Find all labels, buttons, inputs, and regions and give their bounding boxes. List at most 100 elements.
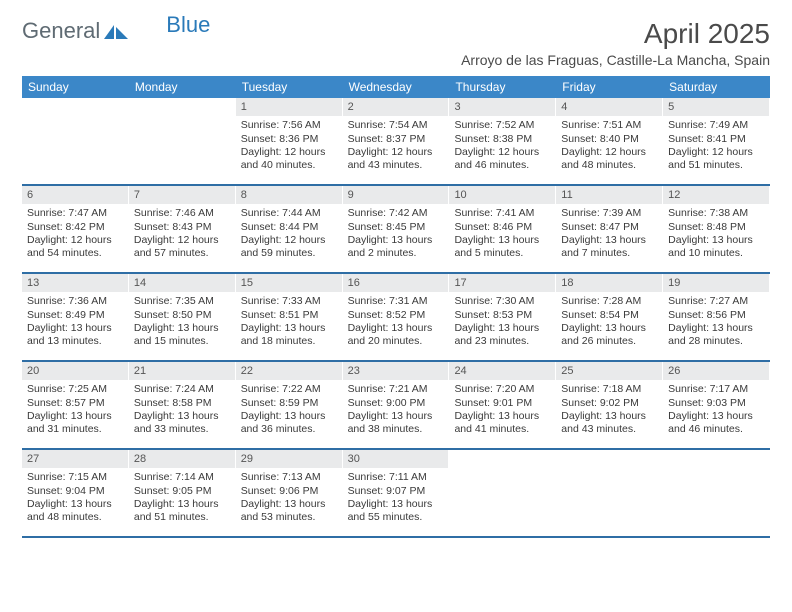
- day-details: Sunrise: 7:33 AMSunset: 8:51 PMDaylight:…: [236, 292, 342, 353]
- day-cell: 15Sunrise: 7:33 AMSunset: 8:51 PMDayligh…: [236, 274, 343, 360]
- title-block: April 2025 Arroyo de las Fraguas, Castil…: [461, 18, 770, 68]
- sunset-line: Sunset: 8:37 PM: [348, 133, 444, 146]
- day-details: Sunrise: 7:24 AMSunset: 8:58 PMDaylight:…: [129, 380, 235, 441]
- day-cell: 2Sunrise: 7:54 AMSunset: 8:37 PMDaylight…: [343, 98, 450, 184]
- sunset-line: Sunset: 9:07 PM: [348, 485, 444, 498]
- day-details: Sunrise: 7:44 AMSunset: 8:44 PMDaylight:…: [236, 204, 342, 265]
- day-cell: 28Sunrise: 7:14 AMSunset: 9:05 PMDayligh…: [129, 450, 236, 536]
- sunrise-line: Sunrise: 7:17 AM: [668, 383, 764, 396]
- sunrise-line: Sunrise: 7:11 AM: [348, 471, 444, 484]
- day-cell: 1Sunrise: 7:56 AMSunset: 8:36 PMDaylight…: [236, 98, 343, 184]
- day-cell: 17Sunrise: 7:30 AMSunset: 8:53 PMDayligh…: [449, 274, 556, 360]
- sunrise-line: Sunrise: 7:35 AM: [134, 295, 230, 308]
- day-header: Saturday: [663, 76, 770, 98]
- day-details: Sunrise: 7:11 AMSunset: 9:07 PMDaylight:…: [343, 468, 449, 529]
- sunrise-line: Sunrise: 7:31 AM: [348, 295, 444, 308]
- day-number: 6: [22, 186, 128, 204]
- daylight-line: Daylight: 12 hours and 59 minutes.: [241, 234, 337, 261]
- sunset-line: Sunset: 8:50 PM: [134, 309, 230, 322]
- day-header: Wednesday: [343, 76, 450, 98]
- day-cell: 13Sunrise: 7:36 AMSunset: 8:49 PMDayligh…: [22, 274, 129, 360]
- sunrise-line: Sunrise: 7:24 AM: [134, 383, 230, 396]
- sunrise-line: Sunrise: 7:54 AM: [348, 119, 444, 132]
- sunset-line: Sunset: 8:53 PM: [454, 309, 550, 322]
- day-number: 7: [129, 186, 235, 204]
- day-cell: 30Sunrise: 7:11 AMSunset: 9:07 PMDayligh…: [343, 450, 450, 536]
- sunrise-line: Sunrise: 7:51 AM: [561, 119, 657, 132]
- sunset-line: Sunset: 8:41 PM: [668, 133, 764, 146]
- daylight-line: Daylight: 13 hours and 31 minutes.: [27, 410, 123, 437]
- sunset-line: Sunset: 8:36 PM: [241, 133, 337, 146]
- sunrise-line: Sunrise: 7:56 AM: [241, 119, 337, 132]
- day-number: 28: [129, 450, 235, 468]
- day-cell: 22Sunrise: 7:22 AMSunset: 8:59 PMDayligh…: [236, 362, 343, 448]
- sunrise-line: Sunrise: 7:30 AM: [454, 295, 550, 308]
- day-details: Sunrise: 7:39 AMSunset: 8:47 PMDaylight:…: [556, 204, 662, 265]
- sunrise-line: Sunrise: 7:44 AM: [241, 207, 337, 220]
- day-cell: 3Sunrise: 7:52 AMSunset: 8:38 PMDaylight…: [449, 98, 556, 184]
- day-number: 11: [556, 186, 662, 204]
- day-number: 29: [236, 450, 342, 468]
- sunset-line: Sunset: 8:47 PM: [561, 221, 657, 234]
- daylight-line: Daylight: 12 hours and 46 minutes.: [454, 146, 550, 173]
- day-cell: 9Sunrise: 7:42 AMSunset: 8:45 PMDaylight…: [343, 186, 450, 272]
- sunset-line: Sunset: 8:58 PM: [134, 397, 230, 410]
- week-row: 6Sunrise: 7:47 AMSunset: 8:42 PMDaylight…: [22, 186, 770, 274]
- day-number: 5: [663, 98, 769, 116]
- month-title: April 2025: [461, 18, 770, 50]
- day-header: Monday: [129, 76, 236, 98]
- sunrise-line: Sunrise: 7:13 AM: [241, 471, 337, 484]
- week-row: 27Sunrise: 7:15 AMSunset: 9:04 PMDayligh…: [22, 450, 770, 538]
- day-cell: 16Sunrise: 7:31 AMSunset: 8:52 PMDayligh…: [343, 274, 450, 360]
- day-number: 13: [22, 274, 128, 292]
- daylight-line: Daylight: 13 hours and 51 minutes.: [134, 498, 230, 525]
- day-number: 2: [343, 98, 449, 116]
- day-cell: .: [129, 98, 236, 184]
- sunset-line: Sunset: 8:38 PM: [454, 133, 550, 146]
- day-number: 1: [236, 98, 342, 116]
- day-number: 27: [22, 450, 128, 468]
- daylight-line: Daylight: 13 hours and 53 minutes.: [241, 498, 337, 525]
- day-number: 30: [343, 450, 449, 468]
- day-cell: 6Sunrise: 7:47 AMSunset: 8:42 PMDaylight…: [22, 186, 129, 272]
- day-cell: .: [22, 98, 129, 184]
- sunset-line: Sunset: 8:57 PM: [27, 397, 123, 410]
- sunrise-line: Sunrise: 7:41 AM: [454, 207, 550, 220]
- logo-sail-icon: [104, 19, 128, 35]
- day-details: Sunrise: 7:47 AMSunset: 8:42 PMDaylight:…: [22, 204, 128, 265]
- sunrise-line: Sunrise: 7:14 AM: [134, 471, 230, 484]
- daylight-line: Daylight: 13 hours and 10 minutes.: [668, 234, 764, 261]
- sunrise-line: Sunrise: 7:52 AM: [454, 119, 550, 132]
- day-cell: 8Sunrise: 7:44 AMSunset: 8:44 PMDaylight…: [236, 186, 343, 272]
- sunrise-line: Sunrise: 7:28 AM: [561, 295, 657, 308]
- daylight-line: Daylight: 12 hours and 48 minutes.: [561, 146, 657, 173]
- day-number: 25: [556, 362, 662, 380]
- day-number: 9: [343, 186, 449, 204]
- calendar: SundayMondayTuesdayWednesdayThursdayFrid…: [22, 76, 770, 538]
- sunrise-line: Sunrise: 7:20 AM: [454, 383, 550, 396]
- day-details: Sunrise: 7:56 AMSunset: 8:36 PMDaylight:…: [236, 116, 342, 177]
- day-details: Sunrise: 7:41 AMSunset: 8:46 PMDaylight:…: [449, 204, 555, 265]
- sunrise-line: Sunrise: 7:42 AM: [348, 207, 444, 220]
- day-header: Friday: [556, 76, 663, 98]
- sunset-line: Sunset: 8:45 PM: [348, 221, 444, 234]
- day-details: Sunrise: 7:35 AMSunset: 8:50 PMDaylight:…: [129, 292, 235, 353]
- day-cell: 20Sunrise: 7:25 AMSunset: 8:57 PMDayligh…: [22, 362, 129, 448]
- daylight-line: Daylight: 13 hours and 46 minutes.: [668, 410, 764, 437]
- sunrise-line: Sunrise: 7:21 AM: [348, 383, 444, 396]
- location-text: Arroyo de las Fraguas, Castille-La Manch…: [461, 52, 770, 68]
- day-cell: 5Sunrise: 7:49 AMSunset: 8:41 PMDaylight…: [663, 98, 770, 184]
- logo: General Blue: [22, 18, 210, 44]
- sunrise-line: Sunrise: 7:22 AM: [241, 383, 337, 396]
- day-details: Sunrise: 7:13 AMSunset: 9:06 PMDaylight:…: [236, 468, 342, 529]
- sunrise-line: Sunrise: 7:33 AM: [241, 295, 337, 308]
- weeks-container: ..1Sunrise: 7:56 AMSunset: 8:36 PMDaylig…: [22, 98, 770, 538]
- day-number: 8: [236, 186, 342, 204]
- sunset-line: Sunset: 8:54 PM: [561, 309, 657, 322]
- sunset-line: Sunset: 9:04 PM: [27, 485, 123, 498]
- daylight-line: Daylight: 13 hours and 48 minutes.: [27, 498, 123, 525]
- daylight-line: Daylight: 13 hours and 7 minutes.: [561, 234, 657, 261]
- day-cell: 18Sunrise: 7:28 AMSunset: 8:54 PMDayligh…: [556, 274, 663, 360]
- header: General Blue April 2025 Arroyo de las Fr…: [22, 18, 770, 68]
- sunset-line: Sunset: 8:44 PM: [241, 221, 337, 234]
